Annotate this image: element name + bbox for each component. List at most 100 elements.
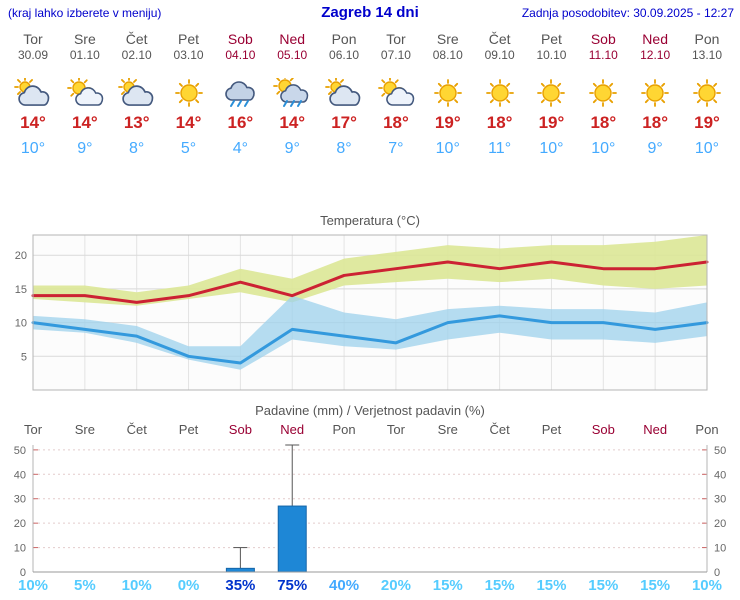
day-max-temperature: 14° (175, 113, 202, 133)
day-column: Pon 13.10 19° 10° (681, 31, 733, 158)
day-date: 02.10 (121, 48, 152, 63)
cloudy-icon (7, 78, 59, 110)
day-column: Pet 03.10 14° 5° (163, 31, 215, 158)
svg-text:30: 30 (714, 494, 726, 506)
day-name: Ned (642, 31, 668, 47)
day-min-temperature: 4° (232, 140, 249, 158)
svg-text:30: 30 (14, 494, 26, 506)
day-date: 10.10 (536, 48, 567, 63)
day-name: Tor (23, 31, 43, 47)
precip-day-label: Čet (489, 422, 510, 437)
svg-text:20: 20 (15, 250, 27, 262)
sunny-icon (629, 78, 681, 110)
day-column: Ned 05.10 14° 9° (266, 31, 318, 158)
day-name: Sob (590, 31, 616, 47)
precipitation-chart-title: Padavine (mm) / Verjetnost padavin (%) (255, 403, 485, 418)
precip-probability: 5% (74, 577, 96, 594)
svg-text:0: 0 (714, 567, 720, 579)
day-column: Ned 12.10 18° 9° (629, 31, 681, 158)
precip-probability: 40% (329, 577, 360, 594)
day-column: Tor 30.09 14° 10° (7, 31, 59, 158)
day-date: 13.10 (691, 48, 722, 63)
precip-probability: 0% (177, 577, 200, 594)
precipitation-chart-svg: 0 0 10 10 20 20 30 30 40 40 50 50 (14, 444, 726, 579)
day-max-temperature: 18° (590, 113, 617, 133)
svg-text:0: 0 (20, 567, 26, 579)
day-date: 12.10 (640, 48, 671, 63)
day-date: 09.10 (484, 48, 515, 63)
precip-probability: 15% (484, 577, 515, 594)
cloudy-icon (111, 78, 163, 110)
day-date: 03.10 (173, 48, 204, 63)
day-column: Sob 04.10 16° 4° (214, 31, 266, 158)
day-column: Tor 07.10 18° 7° (370, 31, 422, 158)
day-name: Pon (331, 31, 357, 47)
precip-day-label: Tor (386, 422, 405, 437)
sunny-icon (681, 78, 733, 110)
day-max-temperature: 16° (227, 113, 254, 133)
days-row: Tor 30.09 14° 10° Sre 01.10 14° 9° Čet 02.10 13° 8°… (0, 31, 740, 167)
day-min-temperature: 10° (435, 140, 460, 158)
day-max-temperature: 14° (20, 113, 46, 133)
day-name: Ned (279, 31, 306, 47)
precip-day-label: Ned (643, 422, 668, 437)
location-menu-note: (kraj lahko izberete v meniju) (8, 6, 162, 20)
day-name: Čet (488, 31, 511, 47)
showers-icon (266, 78, 318, 110)
last-update: Zadnja posodobitev: 30.09.2025 - 12:27 (521, 6, 734, 20)
day-name: Sob (227, 31, 253, 47)
precip-day-label: Sob (228, 422, 252, 437)
day-min-temperature: 9° (647, 140, 663, 158)
svg-text:10: 10 (14, 543, 26, 555)
day-min-temperature: 8° (129, 140, 145, 158)
day-date: 06.10 (329, 48, 360, 63)
day-min-temperature: 9° (284, 140, 300, 158)
day-min-temperature: 10° (539, 140, 564, 158)
precip-day-label: Tor (23, 422, 43, 437)
day-name: Pet (540, 31, 562, 47)
precip-probability: 15% (588, 577, 619, 594)
precip-day-label: Čet (126, 422, 147, 437)
precip-probability: 20% (380, 577, 411, 594)
svg-text:50: 50 (714, 445, 726, 457)
day-max-temperature: 19° (538, 113, 565, 133)
sunny-icon (474, 78, 526, 110)
day-min-temperature: 10° (20, 140, 46, 158)
day-name: Čet (125, 31, 148, 47)
day-max-temperature: 14° (71, 113, 98, 133)
day-max-temperature: 18° (383, 113, 409, 133)
svg-text:40: 40 (14, 469, 26, 481)
precip-day-label: Sre (74, 422, 95, 437)
svg-text:5: 5 (21, 351, 27, 363)
cloudy-icon (318, 78, 370, 110)
precip-day-label: Sre (437, 422, 458, 437)
precip-probability: 15% (640, 577, 671, 594)
day-date: 05.10 (277, 48, 308, 63)
precip-probability: 15% (432, 577, 463, 594)
day-date: 01.10 (69, 48, 100, 63)
precip-probability: 10% (121, 577, 152, 594)
day-date: 07.10 (380, 48, 411, 63)
day-date: 11.10 (588, 48, 618, 63)
sunny-icon (163, 78, 215, 110)
day-max-temperature: 14° (279, 113, 306, 133)
day-name: Pon (694, 31, 720, 47)
day-date: 08.10 (432, 48, 463, 63)
precipitation-probability-row: 10% 5% 10% 0% 35% 75% 40% 20% 15% 15% 15% 15% 15% 10% (0, 577, 740, 597)
day-max-temperature: 19° (434, 113, 461, 133)
day-min-temperature: 9° (77, 140, 93, 158)
svg-text:20: 20 (714, 518, 726, 530)
day-max-temperature: 18° (642, 113, 668, 133)
day-column: Sob 11.10 18° 10° (577, 31, 629, 158)
precip-day-label: Pon (695, 422, 719, 437)
rain-icon (214, 78, 266, 110)
day-max-temperature: 18° (486, 113, 513, 133)
day-min-temperature: 7° (388, 140, 404, 158)
svg-text:50: 50 (14, 445, 26, 457)
day-name: Tor (386, 31, 406, 47)
sunny-icon (525, 78, 577, 110)
day-date: 30.09 (17, 48, 49, 63)
svg-text:40: 40 (714, 469, 726, 481)
day-min-temperature: 10° (694, 140, 720, 158)
